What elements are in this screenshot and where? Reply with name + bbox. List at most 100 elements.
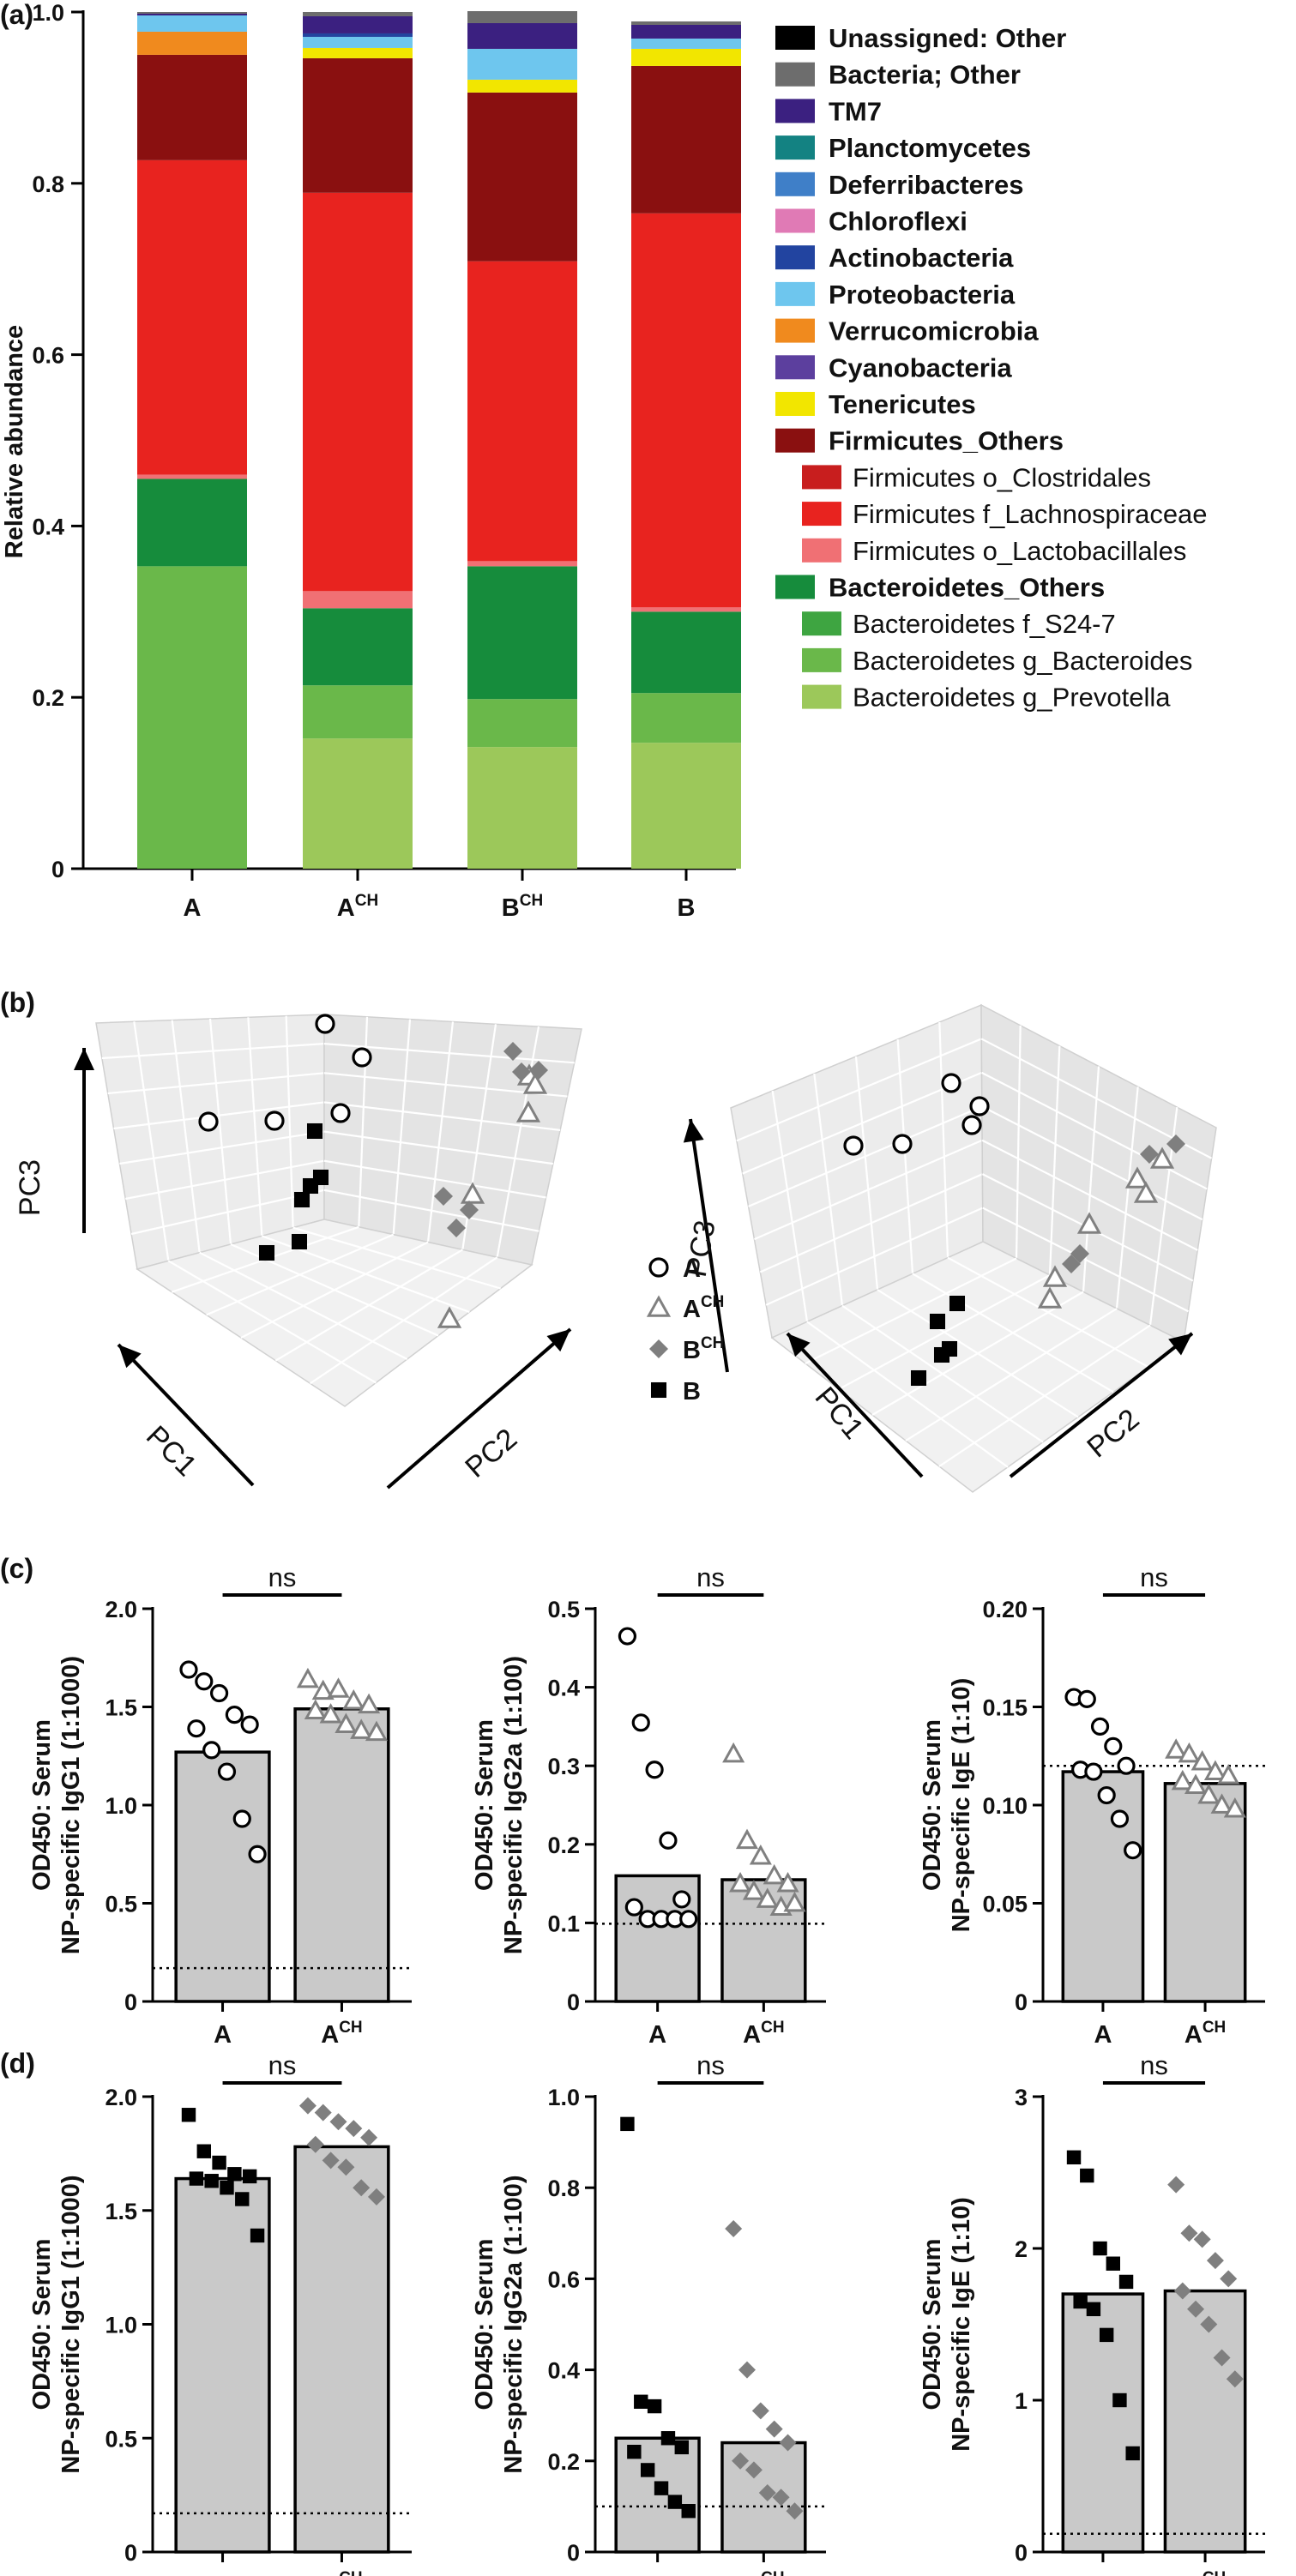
data-point [1117,1756,1136,1775]
y-tick-label: 2 [1015,2236,1028,2262]
y-axis-title-line1: OD450: Serum [28,1719,56,1891]
pca-point [437,1306,462,1328]
x-category-label: BCH [502,892,543,922]
x-category-label: B [1094,2572,1112,2576]
mean-bar [293,2145,390,2554]
data-point [240,1715,259,1734]
data-point [1066,2150,1082,2164]
data-point [358,1693,381,1714]
data-point [1213,2349,1231,2367]
bar-segment [467,747,577,869]
y-axis-title-line2: NP-specific IgG1 (1:1000) [57,2175,85,2473]
legend-label-sup: CH [701,1293,724,1311]
legend-label-base: A [683,1296,701,1323]
data-point [654,2481,669,2495]
x-category-label-sup: CH [339,2569,362,2576]
grid-line [736,1038,982,1142]
bar-segment [467,261,577,562]
data-point [786,2502,804,2520]
pca-point [1076,1212,1102,1234]
data-point [345,2120,363,2138]
x-category-label: BCH [321,2569,362,2576]
pca-point [315,1014,335,1034]
bar-segment [303,47,413,58]
bar-segment [137,474,247,479]
pca-point [961,1115,982,1135]
bar-segment [137,12,247,14]
data-point [744,2461,763,2479]
data-point [660,2431,676,2446]
data-point [1226,2370,1244,2388]
legend-swatch [802,502,841,527]
data-point [1223,1797,1246,1818]
data-point [337,2158,355,2176]
data-point [681,2504,696,2519]
bar-segment [631,48,741,66]
legend-label: ACH [683,1293,724,1323]
data-point [342,1689,365,1710]
pca-point [1166,1135,1185,1153]
pca-point [264,1110,285,1131]
x-category-label-sup: CH [1203,2569,1226,2576]
data-point [1080,2168,1094,2183]
pc1-arrow-left-head [118,1345,142,1369]
pc3-arrow-right-shaft [689,1118,729,1373]
y-tick-label: 0.6 [32,343,64,369]
bar-segment [303,33,413,37]
pca-point [1149,1147,1175,1169]
grid-line [854,1056,879,1291]
y-tick-label: 1.0 [547,2085,580,2110]
bar-segment [137,478,247,567]
legend-swatch [802,538,841,563]
grid-line [119,1130,325,1165]
legend-label: BCH [683,1334,724,1364]
legend-swatch [775,281,815,306]
legend-entry-label: Tenericutes [829,389,976,419]
grid-line [107,1072,325,1095]
y-tick-label: 0.4 [32,514,64,539]
data-point [1178,1742,1201,1763]
x-category-label-base: B [502,894,520,922]
x-category-label: A [648,2021,666,2049]
data-point [783,1891,806,1912]
data-point [742,1880,765,1900]
data-point [350,1718,373,1739]
x-category-label: ACH [1184,2019,1226,2049]
data-point [751,2402,769,2420]
bar-segment [631,693,741,743]
y-tick-label: 0.1 [547,1911,580,1936]
data-point [327,1677,350,1698]
pca-point [460,1182,485,1204]
data-point [306,2135,324,2153]
x-category-label: ACH [337,892,378,922]
axis-label-pc1: PC1 [140,1419,203,1483]
legend-marker [649,1339,668,1358]
pca-point [352,1047,372,1068]
x-category-label-sup: CH [761,2569,784,2576]
pca-point [330,1103,351,1123]
data-point [322,2152,340,2170]
data-point [722,1742,745,1763]
y-tick-label: 1.0 [105,2313,137,2338]
bar-segment [303,36,413,48]
pca-point [929,1313,946,1330]
data-point [679,1910,698,1929]
y-tick-label: 0.5 [105,2426,137,2452]
data-point [367,2188,385,2206]
x-category-label-sup: CH [1203,2019,1226,2037]
y-tick-label: 1.5 [105,2199,137,2224]
pca-point [198,1111,219,1132]
data-point [1184,1773,1208,1794]
data-point [1118,2274,1134,2290]
x-category-label: A [1094,2021,1112,2049]
bar-segment [631,607,741,612]
grid-line [323,1130,554,1165]
bar-segment [303,12,413,16]
bar-segment [467,566,577,700]
bar-segment [631,611,741,694]
data-point [645,1760,664,1779]
data-point [1097,1785,1116,1805]
x-category-label-base: B [678,894,696,922]
bar-segment [137,54,247,160]
data-point [212,2155,226,2170]
